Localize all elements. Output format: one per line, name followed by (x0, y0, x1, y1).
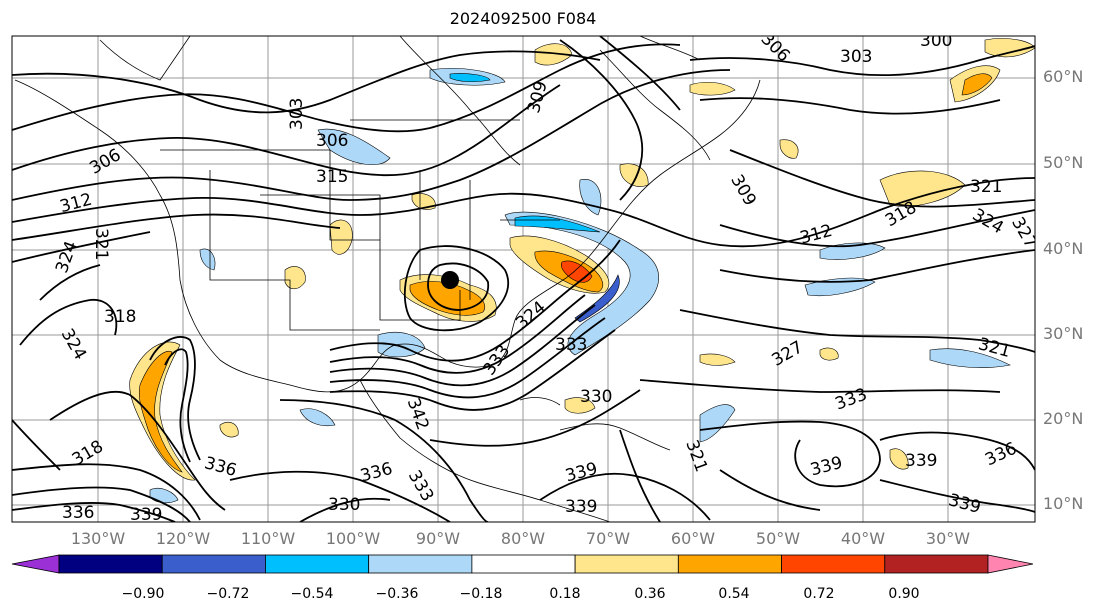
coastlines (14, 36, 761, 522)
colorbar-tick-label: −0.18 (459, 586, 503, 602)
lon-label: 40°W (840, 529, 886, 548)
lat-label: 50°N (1043, 153, 1084, 172)
lon-label: 70°W (585, 529, 631, 548)
colorbar-extend-high (987, 554, 1034, 574)
storm-center-marker (441, 271, 459, 289)
contour-label: 321 (970, 177, 1002, 197)
lat-label: 30°N (1043, 324, 1084, 343)
lon-label: 100°W (325, 529, 381, 548)
contour-label: 330 (328, 495, 360, 515)
lon-label: 80°W (500, 529, 546, 548)
contour-label: 339 (905, 451, 937, 471)
colorbar-tick-label: 0.90 (888, 586, 920, 602)
map-title: 2024092500 F084 (449, 9, 597, 28)
contour-label: 333 (555, 335, 587, 355)
lon-label: 50°W (755, 529, 801, 548)
theta-contours (12, 36, 1035, 522)
colorbar-extend-low (11, 554, 60, 574)
colorbar-tick-label: 0.36 (634, 586, 666, 602)
lat-label: 10°N (1043, 494, 1084, 513)
colorbar-segment (265, 554, 370, 574)
colorbar-tick-label: 0.54 (718, 586, 750, 602)
colorbar-tick-label: −0.36 (375, 586, 419, 602)
colorbar-tick-label: −0.72 (206, 586, 250, 602)
contour-label: 303 (840, 47, 872, 67)
colorbar-tick-label: −0.54 (290, 586, 334, 602)
colorbar-tick-label: 0.18 (549, 586, 581, 602)
contour-label: 321 (91, 228, 111, 260)
colorbar-tick-label: 0.72 (803, 586, 835, 602)
colorbar-segment (161, 554, 266, 574)
colorbar-segment (781, 554, 886, 574)
colorbar-segment (368, 554, 473, 574)
colorbar-segment (574, 554, 679, 574)
contour-label: 339 (130, 505, 162, 525)
contour-label: 318 (104, 307, 136, 327)
shaded-field (129, 38, 1035, 504)
lon-label: 120°W (155, 529, 211, 548)
contour-label: 336 (62, 503, 94, 523)
contour-label: 315 (316, 167, 348, 187)
lat-label: 60°N (1043, 67, 1084, 86)
contour-label: 339 (565, 497, 597, 517)
lat-label: 40°N (1043, 239, 1084, 258)
contour-label: 330 (580, 387, 612, 407)
lon-label: 30°W (925, 529, 971, 548)
lon-label: 130°W (70, 529, 126, 548)
lon-label: 90°W (415, 529, 461, 548)
contour-label: 300 (920, 31, 952, 51)
lon-label: 110°W (240, 529, 296, 548)
colorbar-segment (677, 554, 782, 574)
colorbar (11, 554, 1034, 574)
map-frame (11, 35, 1036, 523)
colorbar-segment (58, 554, 163, 574)
colorbar-segment (471, 554, 576, 574)
contour-label: 303 (287, 98, 307, 130)
contour-label: 306 (316, 131, 348, 151)
colorbar-tick-label: −0.90 (121, 586, 165, 602)
lon-label: 60°W (670, 529, 716, 548)
colorbar-segment (884, 554, 989, 574)
lat-label: 20°N (1043, 409, 1084, 428)
